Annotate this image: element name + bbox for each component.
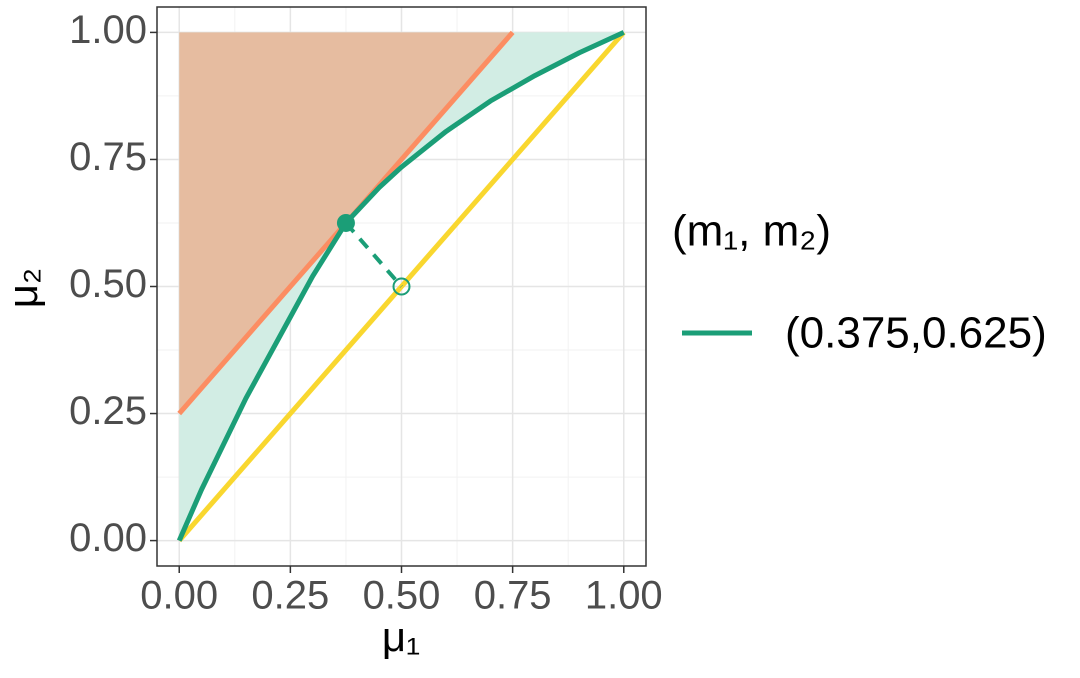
y-tick-label: 0.25 bbox=[69, 389, 147, 433]
y-tick-label: 0.00 bbox=[69, 516, 147, 560]
plot-border bbox=[156, 6, 647, 567]
x-axis-title: μ₁ bbox=[382, 613, 420, 660]
x-tick-label: 0.75 bbox=[474, 574, 552, 618]
legend-title: (m₁, m₂) bbox=[672, 207, 831, 256]
legend-label: (0.375,0.625) bbox=[785, 309, 1047, 358]
x-tick-label: 1.00 bbox=[585, 574, 663, 618]
x-tick-label: 0.00 bbox=[140, 574, 218, 618]
reference-line bbox=[177, 30, 626, 543]
y-tick-label: 0.75 bbox=[69, 135, 147, 179]
y-axis-title: μ₂ bbox=[0, 268, 46, 309]
point bbox=[392, 277, 411, 296]
y-tick-label: 0.50 bbox=[69, 262, 147, 306]
x-tick-label: 0.25 bbox=[251, 574, 329, 618]
connector bbox=[344, 221, 404, 288]
point bbox=[336, 213, 355, 232]
y-tick-label: 1.00 bbox=[69, 8, 147, 52]
x-tick-label: 0.50 bbox=[363, 574, 441, 618]
